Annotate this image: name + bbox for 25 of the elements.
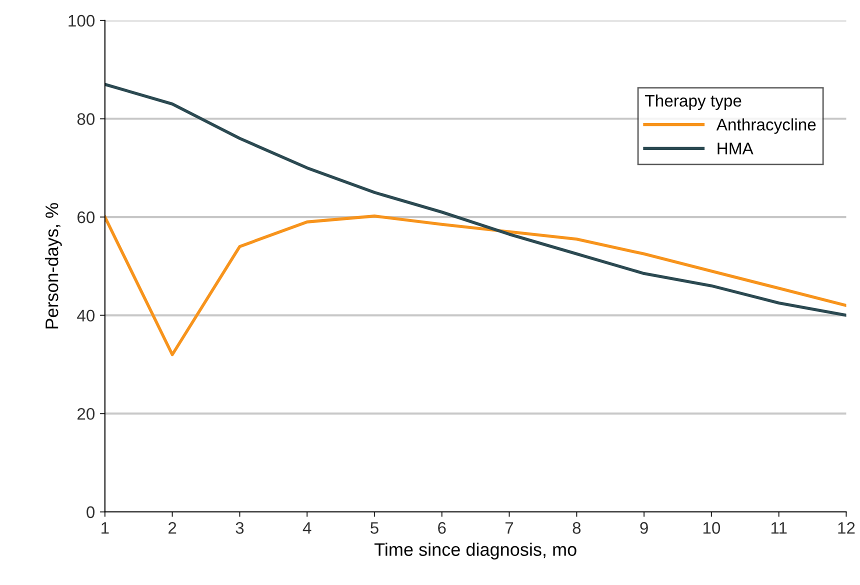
y-tick-label: 20 xyxy=(78,408,95,420)
x-tick-label: 4 xyxy=(302,522,312,534)
x-tick-label: 6 xyxy=(438,522,446,534)
y-tick-label: 40 xyxy=(77,310,95,322)
legend-label: HMA xyxy=(718,142,754,154)
y-tick-label: 100 xyxy=(68,14,95,27)
x-tick-label: 9 xyxy=(640,522,648,534)
line-series xyxy=(104,82,846,317)
x-tick-label: 1 xyxy=(102,522,109,534)
x-tick-label: 12 xyxy=(838,522,855,534)
y-tick-label: 0 xyxy=(86,506,95,518)
x-tick-label: 2 xyxy=(168,522,176,534)
x-tick-label: 5 xyxy=(370,522,378,534)
line-series xyxy=(104,214,846,356)
legend-label: Anthracycline xyxy=(716,118,816,134)
x-tick-label: 11 xyxy=(771,522,787,534)
x-tick-label: 8 xyxy=(572,522,581,534)
legend-title: Therapy type xyxy=(645,94,742,110)
y-axis-title: Person-days, % xyxy=(45,203,62,328)
x-axis-title: Time since diagnosis, mo xyxy=(374,542,576,560)
x-tick-label: 10 xyxy=(703,522,720,534)
x-tick-label: 3 xyxy=(236,522,244,534)
y-tick-label: 80 xyxy=(77,113,95,125)
y-tick-label: 60 xyxy=(78,211,95,224)
x-tick-label: 7 xyxy=(505,522,514,534)
